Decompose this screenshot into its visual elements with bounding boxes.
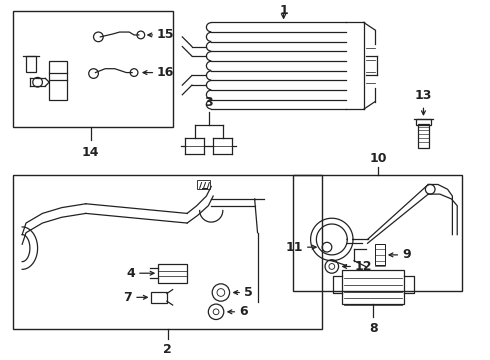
Bar [151, 292, 167, 303]
Bar [158, 264, 187, 283]
Text: 4: 4 [126, 267, 135, 280]
Text: 13: 13 [415, 89, 432, 102]
Text: 8: 8 [369, 323, 378, 336]
Text: 5: 5 [244, 286, 253, 299]
Bar [26, 56, 36, 72]
Text: 3: 3 [204, 96, 213, 109]
Bar [14, 175, 322, 329]
Bar [14, 11, 172, 127]
Text: 9: 9 [402, 248, 411, 261]
Bar [375, 244, 385, 265]
Bar [197, 180, 210, 189]
Bar [293, 175, 462, 291]
Bar [416, 119, 431, 125]
Text: 7: 7 [123, 291, 132, 304]
Text: 2: 2 [164, 343, 172, 356]
Bar [417, 124, 429, 148]
Text: 14: 14 [82, 146, 99, 159]
Text: 15: 15 [156, 28, 174, 41]
Text: 12: 12 [355, 260, 372, 273]
Text: 6: 6 [239, 305, 248, 318]
Bar [343, 270, 404, 304]
Bar [49, 61, 67, 100]
Text: 1: 1 [279, 4, 288, 17]
Text: 16: 16 [156, 66, 173, 79]
Text: 11: 11 [285, 241, 303, 254]
Text: 10: 10 [369, 152, 387, 165]
